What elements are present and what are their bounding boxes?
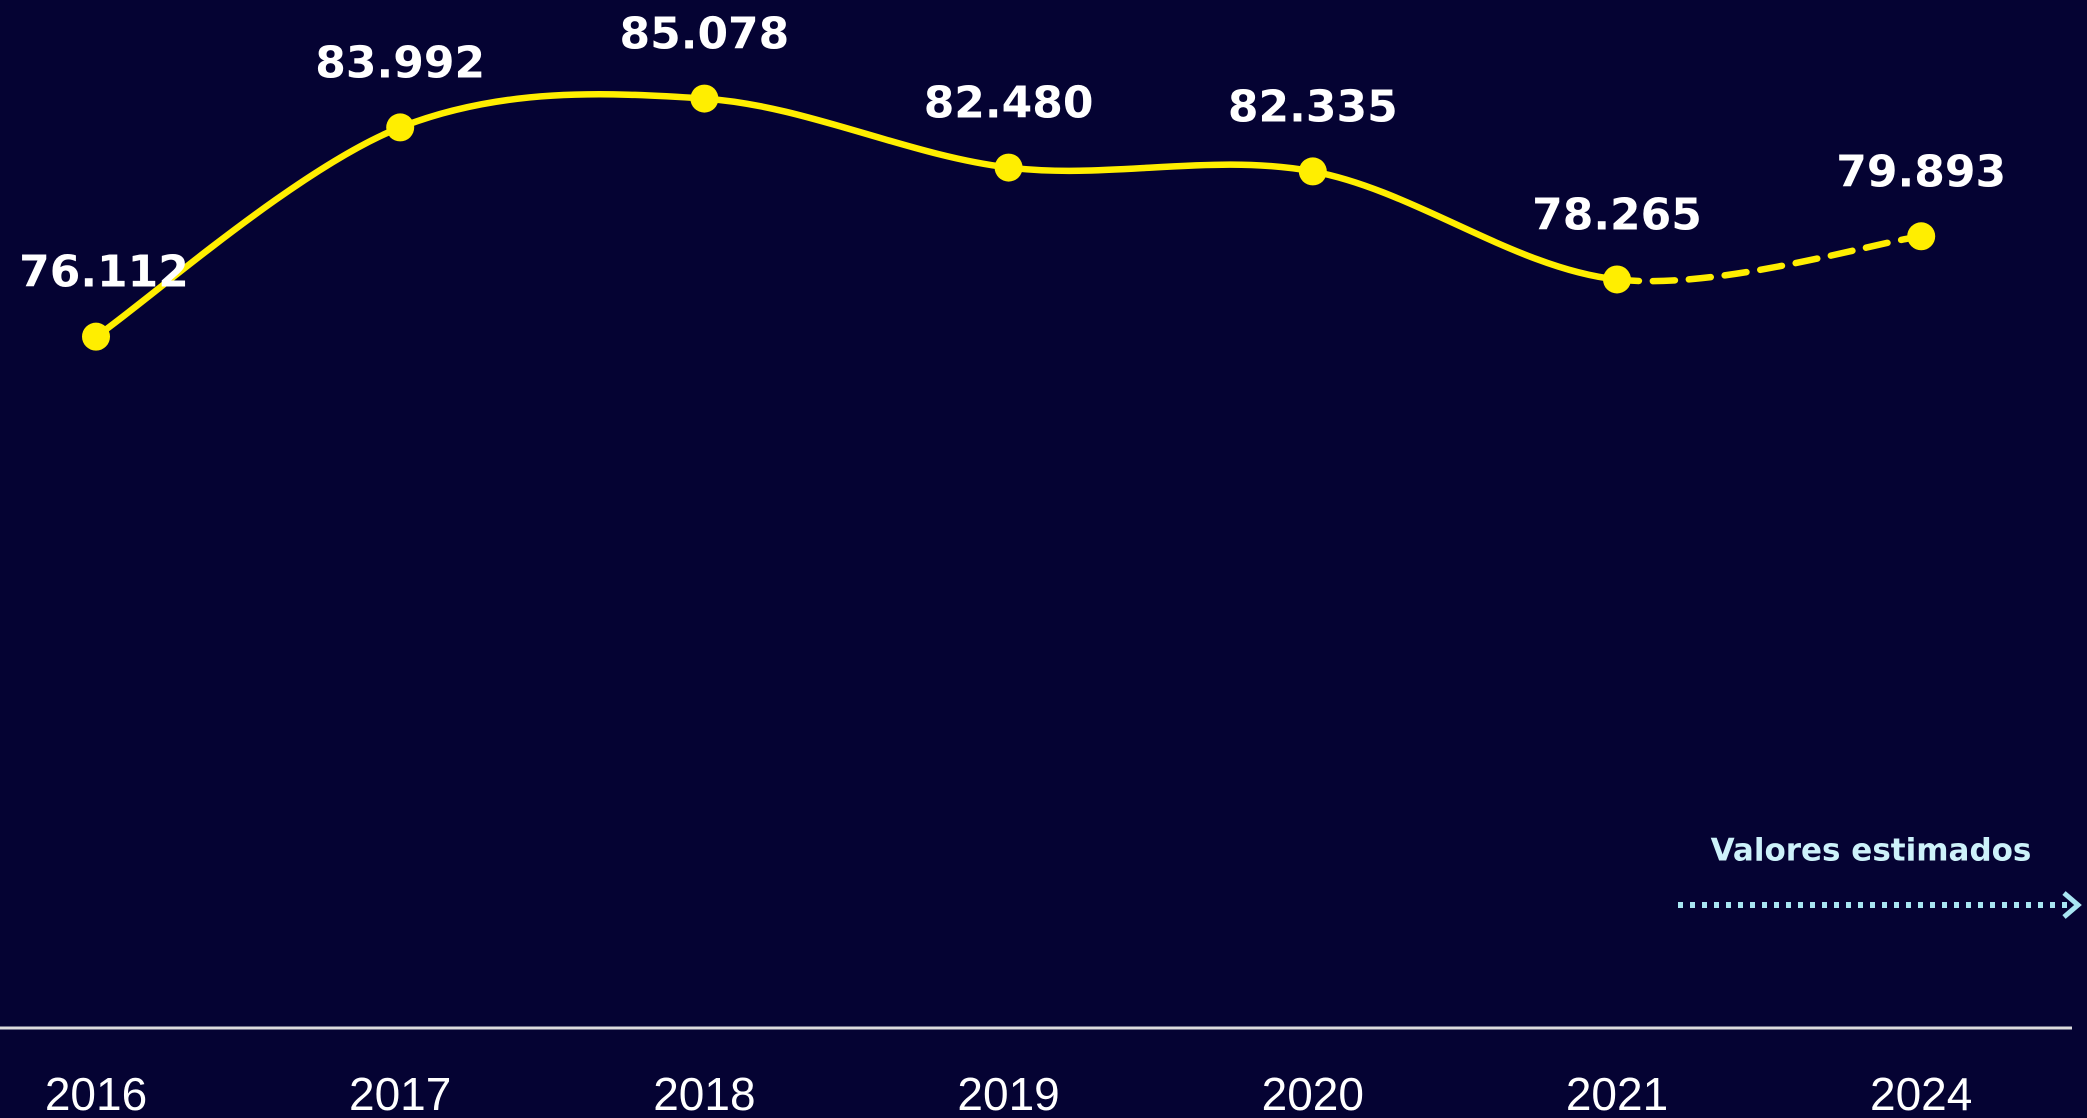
point bbox=[1907, 222, 1936, 251]
point bbox=[1603, 265, 1631, 294]
estimated-line bbox=[1613, 233, 1925, 285]
point bbox=[386, 113, 415, 142]
point bbox=[1298, 157, 1327, 186]
line bbox=[92, 91, 1621, 340]
value-label: 83.992 bbox=[315, 37, 485, 88]
x-tick-label: 2024 bbox=[1870, 1068, 1972, 1118]
x-tick-label: 2016 bbox=[45, 1068, 147, 1118]
value-label: 76.112 bbox=[19, 247, 189, 298]
x-tick-label: 2019 bbox=[957, 1068, 1059, 1118]
annotation: Valores estimados bbox=[1711, 833, 2032, 869]
point bbox=[82, 322, 110, 351]
value-label: 85.078 bbox=[620, 9, 790, 60]
point bbox=[994, 153, 1023, 182]
value-label: 82.335 bbox=[1228, 81, 1398, 132]
x-tick-label: 2021 bbox=[1566, 1068, 1668, 1118]
value-label: 78.265 bbox=[1532, 189, 1702, 240]
x-tick-label: 2020 bbox=[1262, 1068, 1364, 1118]
annotation-arrow-head bbox=[2062, 891, 2082, 919]
point bbox=[690, 84, 719, 113]
x-tick-label: 2017 bbox=[349, 1068, 451, 1118]
x-tick-label: 2018 bbox=[653, 1068, 755, 1118]
value-label: 79.893 bbox=[1836, 146, 2006, 197]
value-label: 82.480 bbox=[924, 78, 1094, 129]
